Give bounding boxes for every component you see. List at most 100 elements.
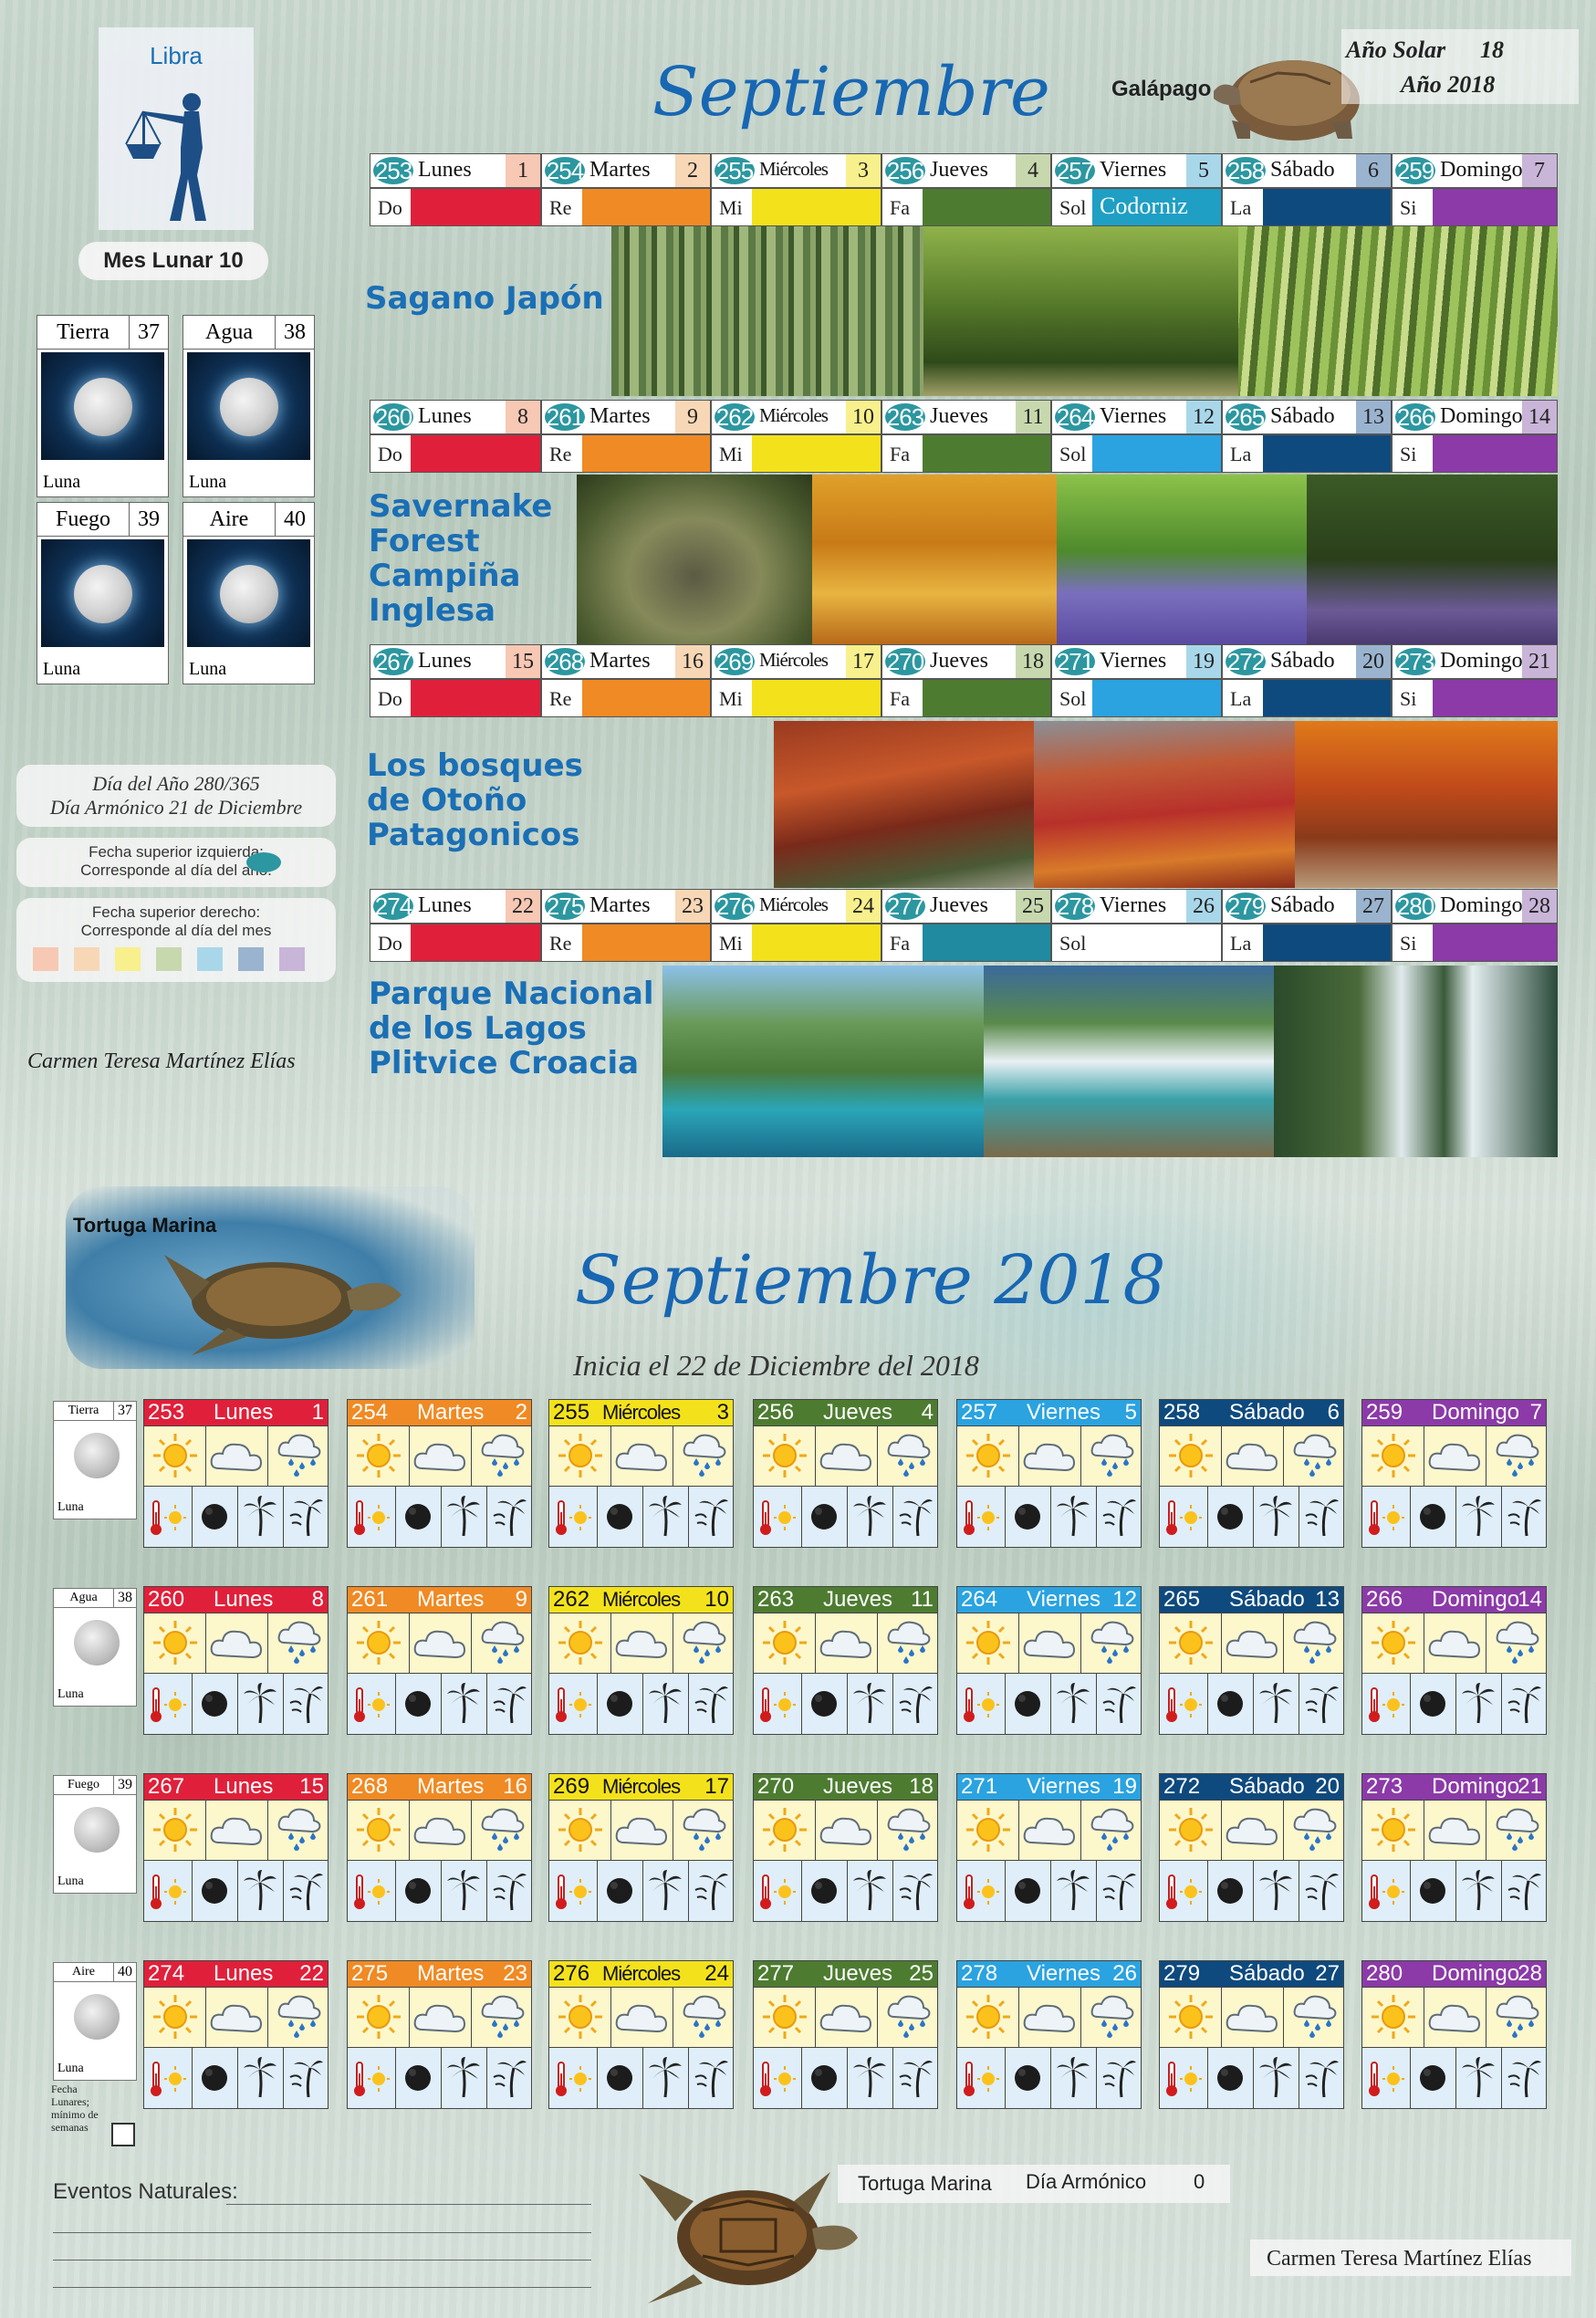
day-card-header: 266 Domingo 14 bbox=[1361, 1586, 1547, 1613]
day-card[interactable]: 270 Jueves 18 bbox=[753, 1773, 938, 1922]
sun-icon bbox=[151, 1993, 199, 2045]
week-color-bar bbox=[752, 435, 881, 472]
note-label: Mi bbox=[719, 196, 743, 219]
day-card[interactable]: 264 Viernes 12 bbox=[956, 1586, 1142, 1735]
place-line: Forest bbox=[369, 523, 480, 560]
day-of-year-badge: 257 bbox=[1055, 157, 1095, 184]
weekday-name: Domingo bbox=[1432, 1774, 1520, 1799]
cloud-icon bbox=[1021, 1436, 1078, 1480]
day-of-month: 1 bbox=[506, 154, 540, 187]
sun-icon bbox=[965, 1432, 1012, 1484]
moon-icon bbox=[808, 1875, 840, 1911]
cloud-icon bbox=[412, 1810, 468, 1854]
day-card[interactable]: 255 Miércoles 3 bbox=[548, 1399, 734, 1548]
mini-element-aire: Aire 40 Luna bbox=[53, 1962, 137, 2081]
note-cell: Fa bbox=[881, 434, 1051, 473]
thermometer-sun-icon bbox=[961, 1685, 1001, 1729]
note-label: Mi bbox=[719, 932, 743, 955]
lunar-note-checkbox[interactable] bbox=[111, 2123, 135, 2146]
note-cell: Mi bbox=[711, 924, 881, 962]
weekday-name: Viernes bbox=[1100, 649, 1167, 673]
weekday-name: Domingo bbox=[1440, 649, 1523, 673]
day-card[interactable]: 278 Viernes 26 bbox=[956, 1960, 1142, 2109]
cloud-icon bbox=[613, 1436, 670, 1480]
nature-row bbox=[1361, 1487, 1547, 1548]
week-color-bar bbox=[923, 680, 1050, 716]
weekday-name: Martes bbox=[417, 1587, 485, 1612]
day-card[interactable]: 254 Martes 2 bbox=[347, 1399, 532, 1548]
note-cell: Si bbox=[1392, 924, 1558, 962]
wind-icon bbox=[694, 2055, 730, 2104]
day-card[interactable]: 276 Miércoles 24 bbox=[548, 1960, 734, 2109]
nature-row bbox=[143, 1861, 329, 1922]
events-line-4[interactable] bbox=[53, 2287, 591, 2288]
nature-row bbox=[143, 1487, 329, 1548]
day-card[interactable]: 267 Lunes 15 bbox=[143, 1773, 329, 1922]
day-card[interactable]: 271 Viernes 19 bbox=[956, 1773, 1142, 1922]
day-card[interactable]: 268 Martes 16 bbox=[347, 1773, 532, 1922]
day-of-year-badge: 253 bbox=[373, 157, 413, 184]
day-cell: 258 Sábado 6 bbox=[1222, 153, 1392, 188]
rain-icon bbox=[885, 1432, 931, 1482]
day-card[interactable]: 274 Lunes 22 bbox=[143, 1960, 329, 2109]
day-of-month: 9 bbox=[515, 1587, 527, 1612]
day-card[interactable]: 261 Martes 9 bbox=[347, 1586, 532, 1735]
legend-left-line1: Fecha superior izquierda: bbox=[89, 843, 264, 861]
rain-icon bbox=[1089, 1619, 1134, 1669]
photo-old-oak bbox=[577, 475, 812, 644]
week-color-bar bbox=[411, 435, 540, 472]
day-card[interactable]: 266 Domingo 14 bbox=[1361, 1586, 1547, 1735]
note-label: La bbox=[1230, 932, 1252, 955]
day-card-header: 263 Jueves 11 bbox=[753, 1586, 938, 1613]
note-cell: Do bbox=[370, 924, 541, 962]
weekday-name: Martes bbox=[417, 1961, 485, 1986]
weather-row bbox=[143, 1801, 329, 1861]
day-card[interactable]: 253 Lunes 1 bbox=[143, 1399, 329, 1548]
day-card[interactable]: 256 Jueves 4 bbox=[753, 1399, 938, 1548]
note-label: Fa bbox=[890, 443, 910, 465]
day-card[interactable]: 280 Domingo 28 bbox=[1361, 1960, 1547, 2109]
thermometer-sun-icon bbox=[1366, 1685, 1406, 1729]
day-of-month: 26 bbox=[1112, 1961, 1137, 1986]
day-cell: 271 Viernes 19 bbox=[1051, 644, 1222, 679]
day-card[interactable]: 258 Sábado 6 bbox=[1159, 1399, 1344, 1548]
day-of-year-badge: 266 bbox=[1395, 403, 1435, 431]
day-card[interactable]: 272 Sábado 20 bbox=[1159, 1773, 1344, 1922]
day-of-year: 279 bbox=[1163, 1961, 1201, 1986]
day-card[interactable]: 279 Sábado 27 bbox=[1159, 1960, 1344, 2109]
day-card[interactable]: 260 Lunes 8 bbox=[143, 1586, 329, 1735]
day-card-header: 278 Viernes 26 bbox=[956, 1960, 1142, 1988]
events-line-3[interactable] bbox=[53, 2260, 591, 2261]
note-cell: La bbox=[1222, 434, 1392, 473]
week-color-bar bbox=[1263, 435, 1391, 472]
palm-icon bbox=[851, 1868, 888, 1916]
day-card[interactable]: 275 Martes 23 bbox=[347, 1960, 532, 2109]
day-card[interactable]: 257 Viernes 5 bbox=[956, 1399, 1142, 1548]
palm-icon bbox=[1460, 1494, 1497, 1542]
note-label: Re bbox=[549, 443, 572, 465]
day-card[interactable]: 269 Miércoles 17 bbox=[548, 1773, 734, 1922]
day-card[interactable]: 277 Jueves 25 bbox=[753, 1960, 938, 2109]
events-line-2[interactable] bbox=[53, 2232, 591, 2233]
day-of-month: 4 bbox=[1016, 154, 1050, 187]
day-card[interactable]: 273 Domingo 21 bbox=[1361, 1773, 1547, 1922]
day-card-header: 265 Sábado 13 bbox=[1159, 1586, 1344, 1613]
day-card[interactable]: 259 Domingo 7 bbox=[1361, 1399, 1547, 1548]
weather-row bbox=[753, 1613, 938, 1674]
weekday-name: Jueves bbox=[823, 1774, 893, 1799]
week-color-bar bbox=[1092, 435, 1221, 472]
wind-icon bbox=[288, 1494, 325, 1542]
day-card[interactable]: 265 Sábado 13 bbox=[1159, 1586, 1344, 1735]
day-of-year-badge: 270 bbox=[885, 648, 925, 675]
cloud-icon bbox=[1426, 1623, 1483, 1667]
cloud-icon bbox=[1224, 1997, 1280, 2041]
moon-icon bbox=[808, 2062, 840, 2098]
legend-right-line2: Corresponde al día del mes bbox=[80, 922, 272, 939]
day-of-month: 12 bbox=[1186, 401, 1221, 433]
weekday-name: Viernes bbox=[1100, 893, 1167, 917]
moon-icon bbox=[1417, 1688, 1448, 1724]
day-card[interactable]: 262 Miércoles 10 bbox=[548, 1586, 734, 1735]
events-line-1[interactable] bbox=[226, 2204, 591, 2205]
day-card[interactable]: 263 Jueves 11 bbox=[753, 1586, 938, 1735]
weather-row bbox=[1159, 1613, 1344, 1674]
